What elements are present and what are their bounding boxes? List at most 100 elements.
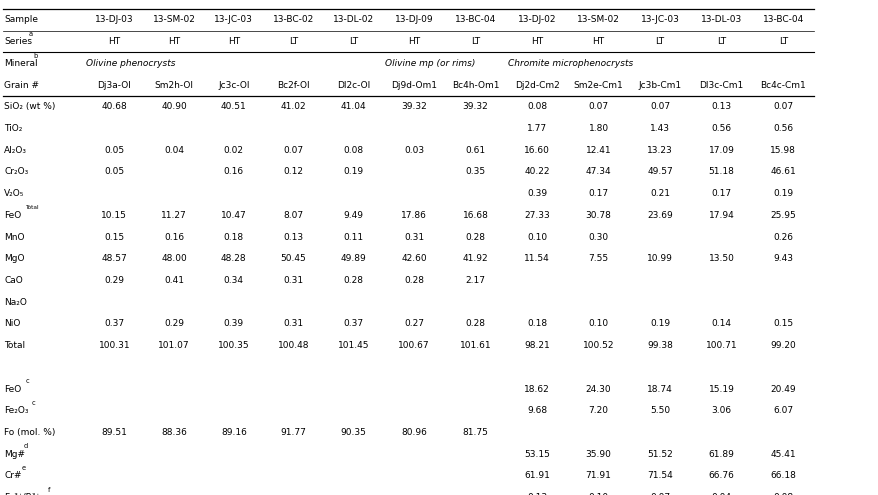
Text: 8.07: 8.07 [284,211,303,220]
Text: 20.49: 20.49 [769,385,795,394]
Text: 100.71: 100.71 [705,341,737,350]
Text: 13-BC-04: 13-BC-04 [455,15,495,24]
Text: 91.77: 91.77 [280,428,306,437]
Text: 1.77: 1.77 [527,124,546,133]
Text: 0.14: 0.14 [711,319,730,328]
Text: 0.34: 0.34 [224,276,243,285]
Text: 5.50: 5.50 [650,406,669,415]
Text: 0.21: 0.21 [650,189,669,198]
Text: 0.07: 0.07 [284,146,303,155]
Text: LT: LT [289,37,298,46]
Text: 7.20: 7.20 [588,406,608,415]
Text: 0.31: 0.31 [404,233,423,242]
Text: 0.05: 0.05 [104,146,124,155]
Text: 99.20: 99.20 [769,341,795,350]
Text: 0.28: 0.28 [465,233,485,242]
Text: Jc3c-Ol: Jc3c-Ol [218,81,249,90]
Text: 13-DJ-03: 13-DJ-03 [95,15,133,24]
Text: FeO: FeO [4,385,22,394]
Text: 100.67: 100.67 [398,341,429,350]
Text: 3.06: 3.06 [711,406,730,415]
Text: 0.11: 0.11 [343,233,363,242]
Text: 41.02: 41.02 [280,102,306,111]
Text: 0.05: 0.05 [104,167,124,176]
Text: Olivine phenocrysts: Olivine phenocrysts [86,59,176,68]
Text: 18.74: 18.74 [646,385,673,394]
Text: 0.03: 0.03 [404,146,423,155]
Text: 0.37: 0.37 [343,319,363,328]
Text: 0.04: 0.04 [711,493,730,495]
Text: 0.19: 0.19 [343,167,363,176]
Text: 9.68: 9.68 [527,406,546,415]
Text: 48.28: 48.28 [220,254,247,263]
Text: 100.35: 100.35 [218,341,249,350]
Text: 0.02: 0.02 [224,146,243,155]
Text: 16.60: 16.60 [523,146,550,155]
Text: 71.54: 71.54 [646,471,673,481]
Text: 17.86: 17.86 [400,211,427,220]
Text: 42.60: 42.60 [400,254,427,263]
Text: 23.69: 23.69 [646,211,673,220]
Text: Cr₂O₃: Cr₂O₃ [4,167,29,176]
Text: 89.16: 89.16 [220,428,247,437]
Text: 13-BC-04: 13-BC-04 [762,15,802,24]
Text: 0.17: 0.17 [588,189,608,198]
Text: 51.52: 51.52 [646,449,673,459]
Text: 13-SM-02: 13-SM-02 [577,15,619,24]
Text: 9.43: 9.43 [773,254,792,263]
Text: 0.10: 0.10 [527,233,546,242]
Text: 90.35: 90.35 [340,428,366,437]
Text: Bc4c-Cm1: Bc4c-Cm1 [759,81,805,90]
Text: 35.90: 35.90 [585,449,611,459]
Text: 61.89: 61.89 [708,449,734,459]
Text: 88.36: 88.36 [161,428,187,437]
Text: 50.45: 50.45 [280,254,306,263]
Text: HT: HT [592,37,604,46]
Text: 0.27: 0.27 [404,319,423,328]
Text: Sm2e-Cm1: Sm2e-Cm1 [573,81,623,90]
Text: SiO₂ (wt %): SiO₂ (wt %) [4,102,55,111]
Text: 49.57: 49.57 [646,167,673,176]
Text: a: a [29,31,33,37]
Text: HT: HT [407,37,420,46]
Text: LT: LT [655,37,664,46]
Text: 0.31: 0.31 [284,276,303,285]
Text: 0.18: 0.18 [527,319,546,328]
Text: MgO: MgO [4,254,25,263]
Text: 0.07: 0.07 [773,102,792,111]
Text: 0.15: 0.15 [773,319,792,328]
Text: 13.23: 13.23 [646,146,673,155]
Text: MnO: MnO [4,233,25,242]
Text: 41.04: 41.04 [340,102,366,111]
Text: NiO: NiO [4,319,21,328]
Text: Bc2f-Ol: Bc2f-Ol [277,81,310,90]
Text: 13-BC-02: 13-BC-02 [273,15,313,24]
Text: 0.15: 0.15 [104,233,124,242]
Text: 41.92: 41.92 [462,254,488,263]
Text: Series: Series [4,37,32,46]
Text: 0.13: 0.13 [284,233,303,242]
Text: LT: LT [778,37,787,46]
Text: Fo (mol. %): Fo (mol. %) [4,428,55,437]
Text: 51.18: 51.18 [708,167,734,176]
Text: 0.30: 0.30 [588,233,608,242]
Text: 66.18: 66.18 [769,471,795,481]
Text: 10.15: 10.15 [101,211,127,220]
Text: 0.19: 0.19 [773,189,792,198]
Text: 13-JC-03: 13-JC-03 [640,15,679,24]
Text: Fe³⁺/R³⁺,: Fe³⁺/R³⁺, [4,493,43,495]
Text: f: f [47,487,50,493]
Text: CaO: CaO [4,276,23,285]
Text: 13.50: 13.50 [708,254,734,263]
Text: LT: LT [716,37,725,46]
Text: e: e [22,465,26,471]
Text: 49.89: 49.89 [340,254,366,263]
Text: 0.31: 0.31 [284,319,303,328]
Text: 100.31: 100.31 [98,341,130,350]
Text: 10.99: 10.99 [646,254,673,263]
Text: 80.96: 80.96 [400,428,427,437]
Text: Total: Total [25,205,40,210]
Text: LT: LT [471,37,479,46]
Text: 16.68: 16.68 [462,211,488,220]
Text: Sm2h-Ol: Sm2h-Ol [155,81,193,90]
